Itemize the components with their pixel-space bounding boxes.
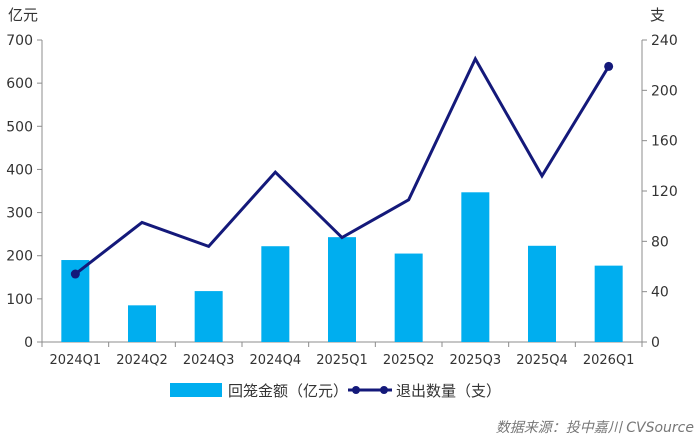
right-tick-label: 240 — [651, 33, 678, 49]
x-tick-label: 2025Q4 — [516, 353, 568, 368]
x-tick-label: 2024Q2 — [116, 353, 168, 368]
left-axis-unit: 亿元 — [8, 6, 38, 24]
legend-line-label: 退出数量（支） — [396, 382, 501, 400]
tick-labels: 0 100 200 300 400 500 600 700 0 40 80 120 160 200 240 2… — [6, 33, 677, 368]
line-path — [74, 55, 610, 276]
left-tick-label: 100 — [6, 292, 33, 308]
right-tick-label: 80 — [651, 234, 669, 250]
bar — [594, 265, 623, 342]
left-tick-label: 500 — [6, 119, 33, 135]
x-tick-label: 2024Q3 — [183, 353, 235, 368]
right-tick-label: 200 — [651, 83, 678, 99]
x-tick-label: 2024Q1 — [50, 353, 102, 368]
x-tick-label: 2025Q1 — [316, 353, 368, 368]
x-tick-label: 2024Q4 — [250, 353, 302, 368]
right-tick-label: 120 — [651, 184, 678, 200]
bar — [194, 291, 223, 342]
right-tick-label: 160 — [651, 134, 678, 150]
right-tick-label: 0 — [651, 335, 660, 351]
left-tick-label: 300 — [6, 206, 33, 222]
left-tick-label: 400 — [6, 162, 33, 178]
x-tick-label: 2025Q2 — [383, 353, 435, 368]
left-tick-label: 200 — [6, 249, 33, 265]
left-tick-label: 0 — [24, 335, 33, 351]
x-tick-label: 2026Q1 — [583, 353, 635, 368]
line-series — [70, 55, 614, 279]
bar — [261, 246, 290, 342]
legend-line-marker-left — [352, 386, 360, 394]
bar — [394, 253, 423, 342]
bar — [128, 305, 156, 342]
left-tick-label: 700 — [6, 33, 33, 49]
legend-bar-swatch — [170, 383, 222, 397]
bar-series — [61, 192, 623, 342]
right-axis-unit: 支 — [650, 6, 665, 24]
legend: 回笼金额（亿元） 退出数量（支） — [170, 382, 501, 400]
bar — [528, 245, 556, 342]
legend-bar-label: 回笼金额（亿元） — [228, 382, 348, 400]
left-tick-label: 600 — [6, 76, 33, 92]
bar — [461, 192, 490, 342]
line-point — [70, 269, 80, 279]
source-note: 数据来源：投中嘉川 CVSource — [496, 420, 694, 436]
line-point — [604, 61, 614, 71]
right-tick-label: 40 — [651, 285, 669, 301]
legend-line-marker-right — [380, 386, 388, 394]
x-tick-label: 2025Q3 — [450, 353, 502, 368]
bar — [328, 237, 356, 342]
